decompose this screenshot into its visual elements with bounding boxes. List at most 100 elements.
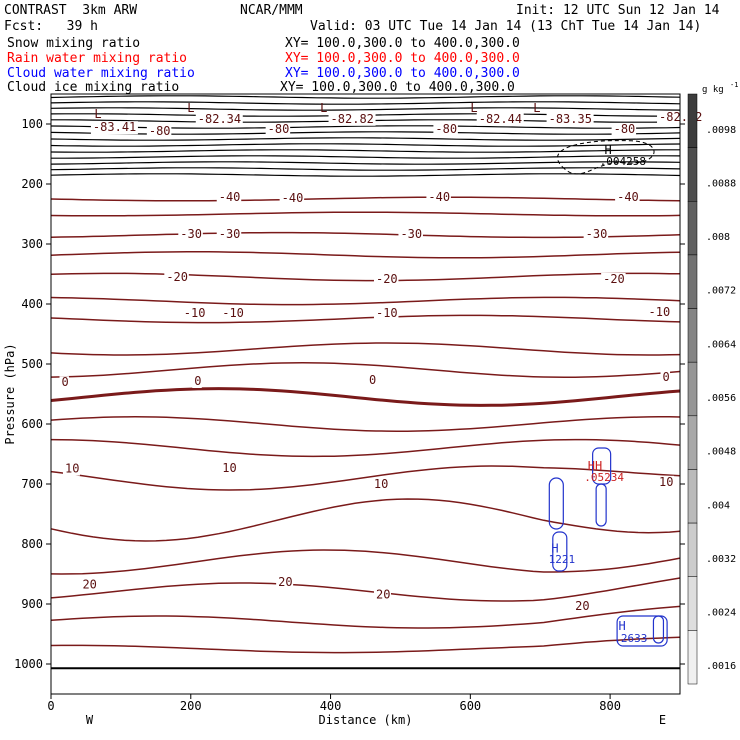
low-marker: L <box>470 101 477 115</box>
colorbar-segment <box>687 630 698 685</box>
contour-label-bg <box>195 112 243 126</box>
contour-label-bg <box>216 190 242 204</box>
colorbar-segment <box>687 201 698 256</box>
contour-label-bg <box>220 462 238 475</box>
temperature-contour-line <box>50 211 681 217</box>
plot-area <box>51 94 680 694</box>
x-tick-label: 600 <box>459 699 481 713</box>
contour-label: 20 <box>575 599 589 613</box>
ice-max-value: .004258 <box>600 155 646 168</box>
upper-contour-line <box>50 161 681 165</box>
colorbar-segment <box>687 576 698 631</box>
colorbar-tick-label: .0016 <box>706 661 736 672</box>
contour-label-bg <box>178 228 203 241</box>
contour-label: -40 <box>428 190 450 204</box>
field-snow-name: Snow mixing ratio <box>7 36 141 51</box>
field-cloudice-xy: XY= 100.0,300.0 to 400.0,300.0 <box>280 80 515 95</box>
contour-label: -20 <box>166 270 188 284</box>
temperature-contour-line <box>50 605 681 629</box>
upper-contour-line <box>50 137 681 141</box>
contour-label-bg <box>371 478 389 492</box>
y-tick-label: 1000 <box>14 657 43 671</box>
field-rain-name: Rain water mixing ratio <box>7 51 188 66</box>
contour-label-bg <box>80 578 98 592</box>
y-tick-label: 700 <box>21 477 43 491</box>
field-cloudwater-name: Cloud water mixing ratio <box>7 66 195 81</box>
contour-label: -10 <box>376 306 398 320</box>
contour-label-bg <box>373 588 391 602</box>
center-title: NCAR/MMM <box>240 3 303 18</box>
contour-label: -40 <box>282 191 304 205</box>
forecast-hour: Fcst: 39 h <box>4 19 98 34</box>
contour-label: -20 <box>603 272 625 286</box>
model-title: CONTRAST 3km ARW <box>4 3 138 18</box>
upper-contour-line <box>50 149 680 153</box>
contour-label-bg <box>62 462 80 476</box>
cloud-ice-contour <box>557 140 655 175</box>
contour-label: -30 <box>219 227 241 241</box>
colorbar-unit: g kg <box>702 85 724 95</box>
temperature-contour-line <box>50 296 681 306</box>
contour-label-bg <box>192 375 202 388</box>
contour-label-bg <box>426 190 451 204</box>
contour-label: -20 <box>376 272 398 286</box>
colorbar-tick-label: .0072 <box>706 286 736 297</box>
contour-label-bg <box>265 123 291 136</box>
colorbar-tick-label: .0098 <box>706 125 736 136</box>
valid-time: Valid: 03 UTC Tue 14 Jan 14 (13 ChT Tue … <box>310 19 702 34</box>
contour-label: -82.44 <box>479 112 522 126</box>
temperature-contour-line <box>50 231 681 239</box>
temperature-contour-line <box>50 465 681 491</box>
contour-label: -83.35 <box>549 112 592 126</box>
west-label: W <box>86 713 94 727</box>
contour-label: 10 <box>659 475 673 489</box>
contour-label-bg <box>583 228 609 241</box>
y-tick-label: 300 <box>21 237 43 251</box>
colorbar-tick-label: .008 <box>706 232 730 243</box>
contour-label: 0 <box>61 375 68 389</box>
contour-label: 10 <box>222 461 236 475</box>
contour-label-bg <box>546 112 594 126</box>
y-tick-label: 100 <box>21 117 43 131</box>
colorbar-tick-label: .0056 <box>706 393 736 404</box>
contour-label: -10 <box>184 306 206 320</box>
colorbar-segment <box>687 147 698 202</box>
contour-label: 20 <box>82 577 96 591</box>
contour-label: -30 <box>400 227 422 241</box>
contour-label-bg <box>328 112 376 126</box>
x-tick-label: 0 <box>47 699 54 713</box>
contour-label: -80 <box>435 122 457 136</box>
temperature-contour-line <box>50 314 681 324</box>
contour-label-bg <box>373 273 399 286</box>
contour-label: 20 <box>376 588 390 602</box>
colorbar-segment <box>687 308 698 363</box>
colorbar-segment <box>687 93 698 148</box>
rain-max-marker: HH <box>588 459 602 473</box>
colorbar-segment <box>687 469 698 524</box>
x-tick-label: 800 <box>599 699 621 713</box>
temperature-contour-line <box>50 577 681 602</box>
x-axis-title: Distance (km) <box>319 713 413 727</box>
temperature-contour-line <box>50 416 681 432</box>
contour-label-bg <box>276 576 294 589</box>
cloud-water-max-marker: H <box>618 619 625 633</box>
contour-label: 20 <box>278 575 292 589</box>
contour-label-bg <box>611 123 637 136</box>
contour-label-bg <box>220 307 245 321</box>
contour-label: 0 <box>369 373 376 387</box>
contour-label: -10 <box>222 306 244 320</box>
field-rain-xy: XY= 100.0,300.0 to 400.0,300.0 <box>285 51 520 66</box>
contour-label-bg <box>90 121 138 135</box>
contour-label-bg <box>164 271 189 285</box>
colorbar-segment <box>687 254 698 309</box>
field-snow-xy: XY= 100.0,300.0 to 400.0,300.0 <box>285 36 520 51</box>
contour-label-bg <box>476 112 524 126</box>
contour-label: 10 <box>65 462 79 476</box>
contour-label: -10 <box>649 305 671 319</box>
colorbar-tick-label: .0024 <box>706 608 736 619</box>
colorbar-tick-label: .0048 <box>706 447 736 458</box>
temperature-contour-line <box>50 387 681 407</box>
x-tick-label: 200 <box>180 699 202 713</box>
upper-contour-line <box>50 167 681 171</box>
temperature-contour-line <box>50 636 681 654</box>
